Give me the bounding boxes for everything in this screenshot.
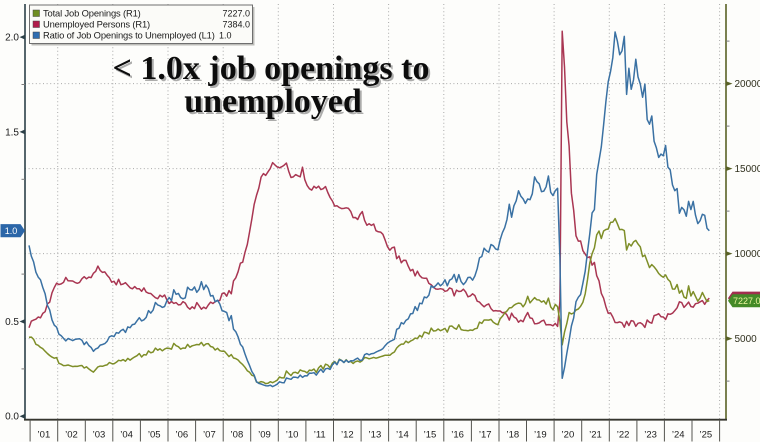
svg-text:< 1.0x job openings to: < 1.0x job openings to xyxy=(113,50,430,87)
svg-text:’07: ’07 xyxy=(203,430,216,441)
svg-text:’04: ’04 xyxy=(120,430,133,441)
svg-text:unemployed: unemployed xyxy=(186,85,364,122)
svg-text:Unemployed Persons (R1): Unemployed Persons (R1) xyxy=(43,19,150,30)
svg-text:5000: 5000 xyxy=(735,334,758,345)
svg-text:’02: ’02 xyxy=(65,430,78,441)
svg-text:1.0: 1.0 xyxy=(219,31,232,41)
svg-text:’09: ’09 xyxy=(258,430,271,441)
svg-text:1.5: 1.5 xyxy=(5,127,19,138)
svg-text:’20: ’20 xyxy=(562,430,575,441)
svg-text:’11: ’11 xyxy=(314,430,326,441)
svg-text:7227.0: 7227.0 xyxy=(222,9,250,19)
svg-text:’24: ’24 xyxy=(672,430,685,441)
svg-text:< 1.0x job openings to: < 1.0x job openings to xyxy=(115,52,432,89)
svg-text:20000: 20000 xyxy=(735,79,760,90)
svg-text:1.0: 1.0 xyxy=(5,226,18,236)
svg-text:’14: ’14 xyxy=(396,430,409,441)
svg-text:2.0: 2.0 xyxy=(5,33,19,44)
svg-text:’19: ’19 xyxy=(534,430,547,441)
svg-text:10000: 10000 xyxy=(735,249,760,260)
svg-text:15000: 15000 xyxy=(735,164,760,175)
svg-text:’05: ’05 xyxy=(148,430,161,441)
svg-text:’17: ’17 xyxy=(479,430,492,441)
svg-text:’06: ’06 xyxy=(175,430,188,441)
svg-text:’16: ’16 xyxy=(451,430,464,441)
svg-text:’23: ’23 xyxy=(644,430,657,441)
svg-text:’10: ’10 xyxy=(286,430,299,441)
svg-text:’03: ’03 xyxy=(93,430,106,441)
svg-text:unemployed: unemployed xyxy=(184,83,362,120)
svg-text:’25: ’25 xyxy=(699,430,712,441)
svg-text:’21: ’21 xyxy=(589,430,602,441)
svg-text:’15: ’15 xyxy=(424,430,437,441)
svg-text:Ratio of Job Openings to Unemp: Ratio of Job Openings to Unemployed (L1) xyxy=(43,30,215,41)
svg-text:’08: ’08 xyxy=(231,430,244,441)
svg-text:’13: ’13 xyxy=(369,430,382,441)
svg-text:Total Job Openings (R1): Total Job Openings (R1) xyxy=(43,8,141,19)
svg-text:’01: ’01 xyxy=(38,430,51,441)
svg-text:7227.0: 7227.0 xyxy=(733,296,760,306)
svg-text:’22: ’22 xyxy=(617,430,630,441)
svg-text:0.0: 0.0 xyxy=(5,412,19,423)
svg-text:7384.0: 7384.0 xyxy=(222,20,250,30)
svg-text:’12: ’12 xyxy=(341,430,354,441)
svg-text:0.5: 0.5 xyxy=(5,317,19,328)
svg-text:’18: ’18 xyxy=(506,430,519,441)
